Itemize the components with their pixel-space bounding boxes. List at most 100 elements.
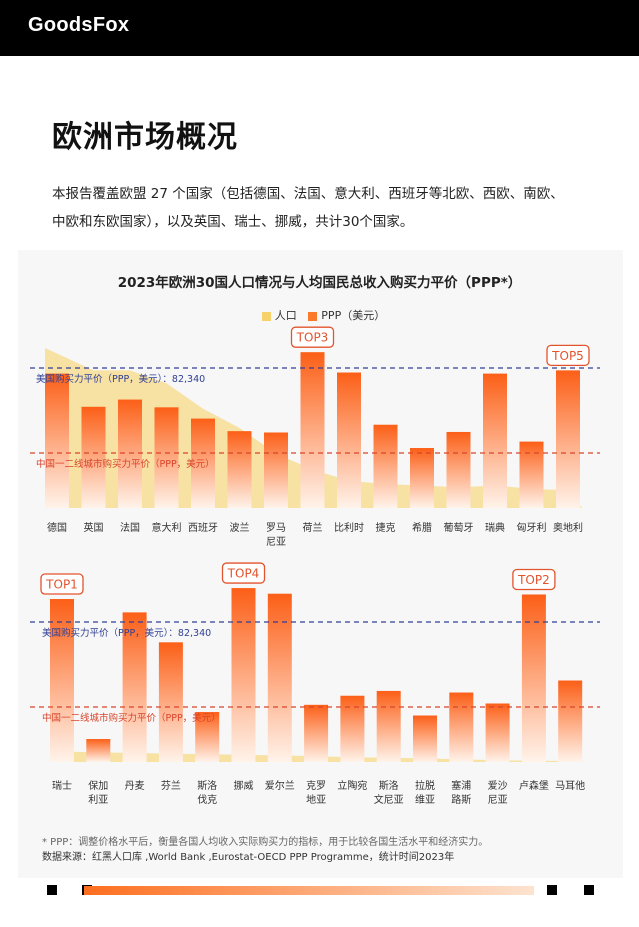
ppp-bar	[300, 352, 325, 508]
category-label: 立陶宛	[337, 779, 367, 792]
ppp-bar	[521, 594, 546, 762]
ppp-bar	[264, 432, 288, 508]
category-label: 爱沙	[488, 779, 508, 792]
ppp-bar	[413, 715, 437, 762]
category-label: 德国	[47, 521, 67, 534]
category-label: 西班牙	[188, 522, 218, 534]
goodsfox-logo: GoodsFox	[28, 14, 130, 36]
ppp-bar	[191, 418, 215, 508]
ppp-bar	[45, 373, 69, 508]
ppp-bar	[154, 407, 179, 508]
ppp-bar	[373, 424, 398, 508]
chart-legend: 人口 PPP（美元）	[0, 307, 639, 323]
data-source: 数据来源：红黑人口库 ,World Bank ,Eurostat-OECD PP…	[42, 852, 455, 863]
category-label: 瑞典	[485, 521, 505, 534]
category-label: 葡萄牙	[444, 521, 474, 534]
category-label: 马耳他	[555, 779, 585, 792]
ppp-bar	[337, 372, 361, 508]
ppp-bar	[81, 406, 106, 508]
top-badge-label: TOP2	[517, 573, 550, 587]
ppp-bar	[483, 373, 507, 508]
ppp-bar	[304, 704, 329, 762]
category-label: 爱尔兰	[265, 779, 295, 792]
category-label: 丹麦	[125, 780, 145, 792]
legend-swatch-population	[261, 311, 271, 321]
ppp-bar	[446, 431, 471, 508]
decor-square	[584, 885, 594, 895]
category-label: 芬兰	[161, 779, 181, 792]
intro-paragraph: 本报告覆盖欧盟 27 个国家（包括德国、法国、意大利、西班牙等北欧、西欧、南欧、…	[52, 180, 608, 236]
category-label: 地亚	[306, 793, 326, 806]
top-badge-label: TOP4	[227, 567, 260, 581]
page-title: 欧洲市场概况	[52, 120, 238, 155]
category-label: 法国	[120, 521, 140, 534]
ppp-bar	[50, 599, 74, 762]
category-label: 波兰	[230, 521, 250, 534]
category-label: 克罗	[306, 780, 326, 792]
ppp-bar	[267, 593, 292, 762]
chart-title: 2023年欧洲30国人口情况与人均国民总收入购买力平价（PPP*）	[117, 275, 522, 291]
top-badge	[40, 573, 84, 595]
decor-gradient-bar	[84, 886, 534, 895]
category-label: 意大利	[152, 521, 182, 534]
ppp-bar	[485, 703, 510, 762]
top-badge	[221, 562, 266, 584]
intro-line-1: 本报告覆盖欧盟 27 个国家（包括德国、法国、意大利、西班牙等北欧、西欧、南欧、	[52, 186, 564, 202]
category-label: 保加	[88, 779, 108, 792]
category-label: 维亚	[415, 793, 435, 806]
decor-square	[547, 885, 557, 895]
category-label: 捷克	[376, 521, 396, 534]
category-label: 尼亚	[266, 536, 286, 548]
category-label: 挪威	[234, 779, 254, 792]
category-label: 奥地利	[553, 521, 583, 534]
ppp-bar	[195, 712, 220, 762]
bottom-decoration	[0, 880, 639, 900]
legend-swatch-ppp	[308, 311, 318, 321]
ppp-bar	[122, 612, 147, 762]
ppp-bar	[227, 431, 252, 508]
footnote: * PPP：调整价格水平后，衡量各国人均收入实际购买力的指标，用于比较各国生活水…	[42, 835, 488, 865]
top-badge-label: TOP1	[45, 578, 78, 592]
population-area	[45, 348, 582, 508]
legend-label-population: 人口	[274, 309, 297, 322]
top-bar: GoodsFox	[0, 0, 639, 56]
ppp-bar	[376, 690, 401, 762]
china-ppp-label: 中国一二线城市购买力平价（PPP，美元）	[36, 458, 215, 470]
category-label: 斯洛	[379, 779, 399, 792]
china-ppp-label: 中国一二线城市购买力平价（PPP，美元）	[42, 712, 221, 724]
category-label: 比利时	[334, 522, 364, 534]
category-label: 尼亚	[488, 794, 508, 806]
top-badge	[546, 344, 590, 367]
ppp-bar	[118, 399, 142, 508]
category-label: 利亚	[88, 794, 108, 806]
us-ppp-label: 美国购买力平价（PPP，美元）：82,340	[36, 373, 205, 385]
category-label: 斯洛	[197, 779, 217, 792]
category-label: 卢森堡	[519, 779, 549, 792]
ppp-bar	[519, 441, 544, 508]
category-label: 罗马	[266, 522, 286, 534]
ppp-bar	[410, 448, 434, 508]
ppp-bar	[158, 642, 183, 762]
decor-square	[47, 885, 57, 895]
category-label: 拉脱	[415, 779, 435, 792]
category-label: 路斯	[451, 793, 471, 806]
ppp-bar	[86, 739, 111, 762]
category-label: 文尼亚	[374, 793, 404, 806]
top-badge-label: TOP5	[551, 349, 584, 363]
category-label: 伐克	[197, 794, 217, 806]
us-ppp-label: 美国购买力平价（PPP，美元）：82,340	[42, 627, 211, 639]
category-label: 希腊	[412, 521, 432, 534]
top-badge	[290, 326, 335, 348]
ppp-bar	[340, 695, 365, 762]
category-label: 荷兰	[303, 521, 323, 534]
legend-label-ppp: PPP（美元）	[321, 309, 386, 322]
ppp-bar	[556, 370, 580, 508]
category-label: 英国	[84, 521, 104, 534]
footnote-ppp: * PPP：调整价格水平后，衡量各国人均收入实际购买力的指标，用于比较各国生活水…	[42, 837, 489, 848]
top-badge-label: TOP3	[296, 331, 329, 345]
ppp-bar	[558, 680, 583, 762]
category-label: 瑞士	[52, 779, 72, 792]
ppp-bar	[231, 588, 256, 762]
intro-line-2: 中欧和东欧国家），以及英国、瑞士、挪威，共计30个国家。	[52, 214, 414, 230]
